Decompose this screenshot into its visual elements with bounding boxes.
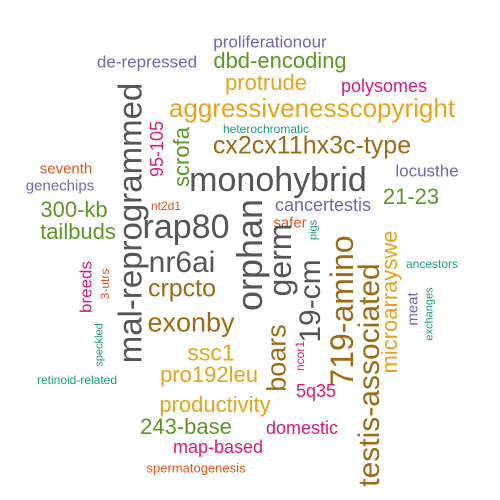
word-dbd-encoding: dbd-encoding bbox=[213, 48, 347, 73]
word-nr6ai: nr6ai bbox=[148, 246, 216, 279]
word-ncor1: ncor1 bbox=[293, 340, 307, 372]
word-aggressivenesscopyright: aggressivenesscopyright bbox=[168, 93, 456, 123]
word-5q35: 5q35 bbox=[295, 381, 337, 401]
word-monohybrid: monohybrid bbox=[189, 161, 367, 199]
word-safer: safer bbox=[273, 214, 307, 232]
word-95-105: 95-105 bbox=[147, 120, 167, 178]
word-tailbuds: tailbuds bbox=[40, 219, 116, 244]
word-testis-associated: testis-associated bbox=[353, 263, 386, 487]
word-ssc1: ssc1 bbox=[187, 339, 235, 366]
word-crpcto: crpcto bbox=[147, 274, 217, 303]
word-germ: germ bbox=[262, 223, 298, 297]
word-polysomes: polysomes bbox=[340, 76, 428, 96]
word-cancertestis: cancertestis bbox=[274, 195, 372, 215]
word-spermatogenesis: spermatogenesis bbox=[146, 460, 246, 476]
word-exonby: exonby bbox=[147, 307, 235, 338]
word-300-kb: 300-kb bbox=[40, 197, 108, 222]
word-genechips: genechips bbox=[25, 177, 95, 195]
word-3-utrs: 3-utrs bbox=[98, 268, 112, 300]
word-locusthe: locusthe bbox=[395, 161, 459, 181]
word-domestic: domestic bbox=[265, 418, 339, 438]
word-breeds: breeds bbox=[76, 261, 96, 313]
word-pro192leu: pro192leu bbox=[160, 362, 258, 387]
word-cx2cx11hx3c-type: cx2cx11hx3c-type bbox=[212, 131, 412, 160]
word-seventh: seventh bbox=[39, 160, 93, 178]
word-retinoid-related: retinoid-related bbox=[36, 373, 118, 387]
word-heterochromatic: heterochromatic bbox=[222, 122, 310, 136]
word-protrude: protrude bbox=[225, 70, 307, 95]
word-pigs: pigs bbox=[307, 219, 320, 241]
word-proliferationour: proliferationour bbox=[213, 32, 327, 52]
word-map-based: map-based bbox=[172, 437, 264, 457]
word-ancestors: ancestors bbox=[405, 257, 459, 271]
word-rap80: rap80 bbox=[142, 208, 230, 246]
word-exchanges: exchanges bbox=[423, 287, 436, 341]
word-21-23: 21-23 bbox=[382, 184, 440, 209]
word-de-repressed: de-repressed bbox=[96, 52, 198, 72]
word-nt2d1: nt2d1 bbox=[150, 199, 182, 213]
word-meat: meat bbox=[404, 292, 422, 326]
word-productivity: productivity bbox=[159, 392, 271, 417]
word-speckled: speckled bbox=[93, 323, 106, 367]
word-boars: boars bbox=[261, 324, 292, 392]
word-243-base: 243-base bbox=[140, 414, 232, 439]
word-19-cm: 19-cm bbox=[294, 259, 327, 343]
